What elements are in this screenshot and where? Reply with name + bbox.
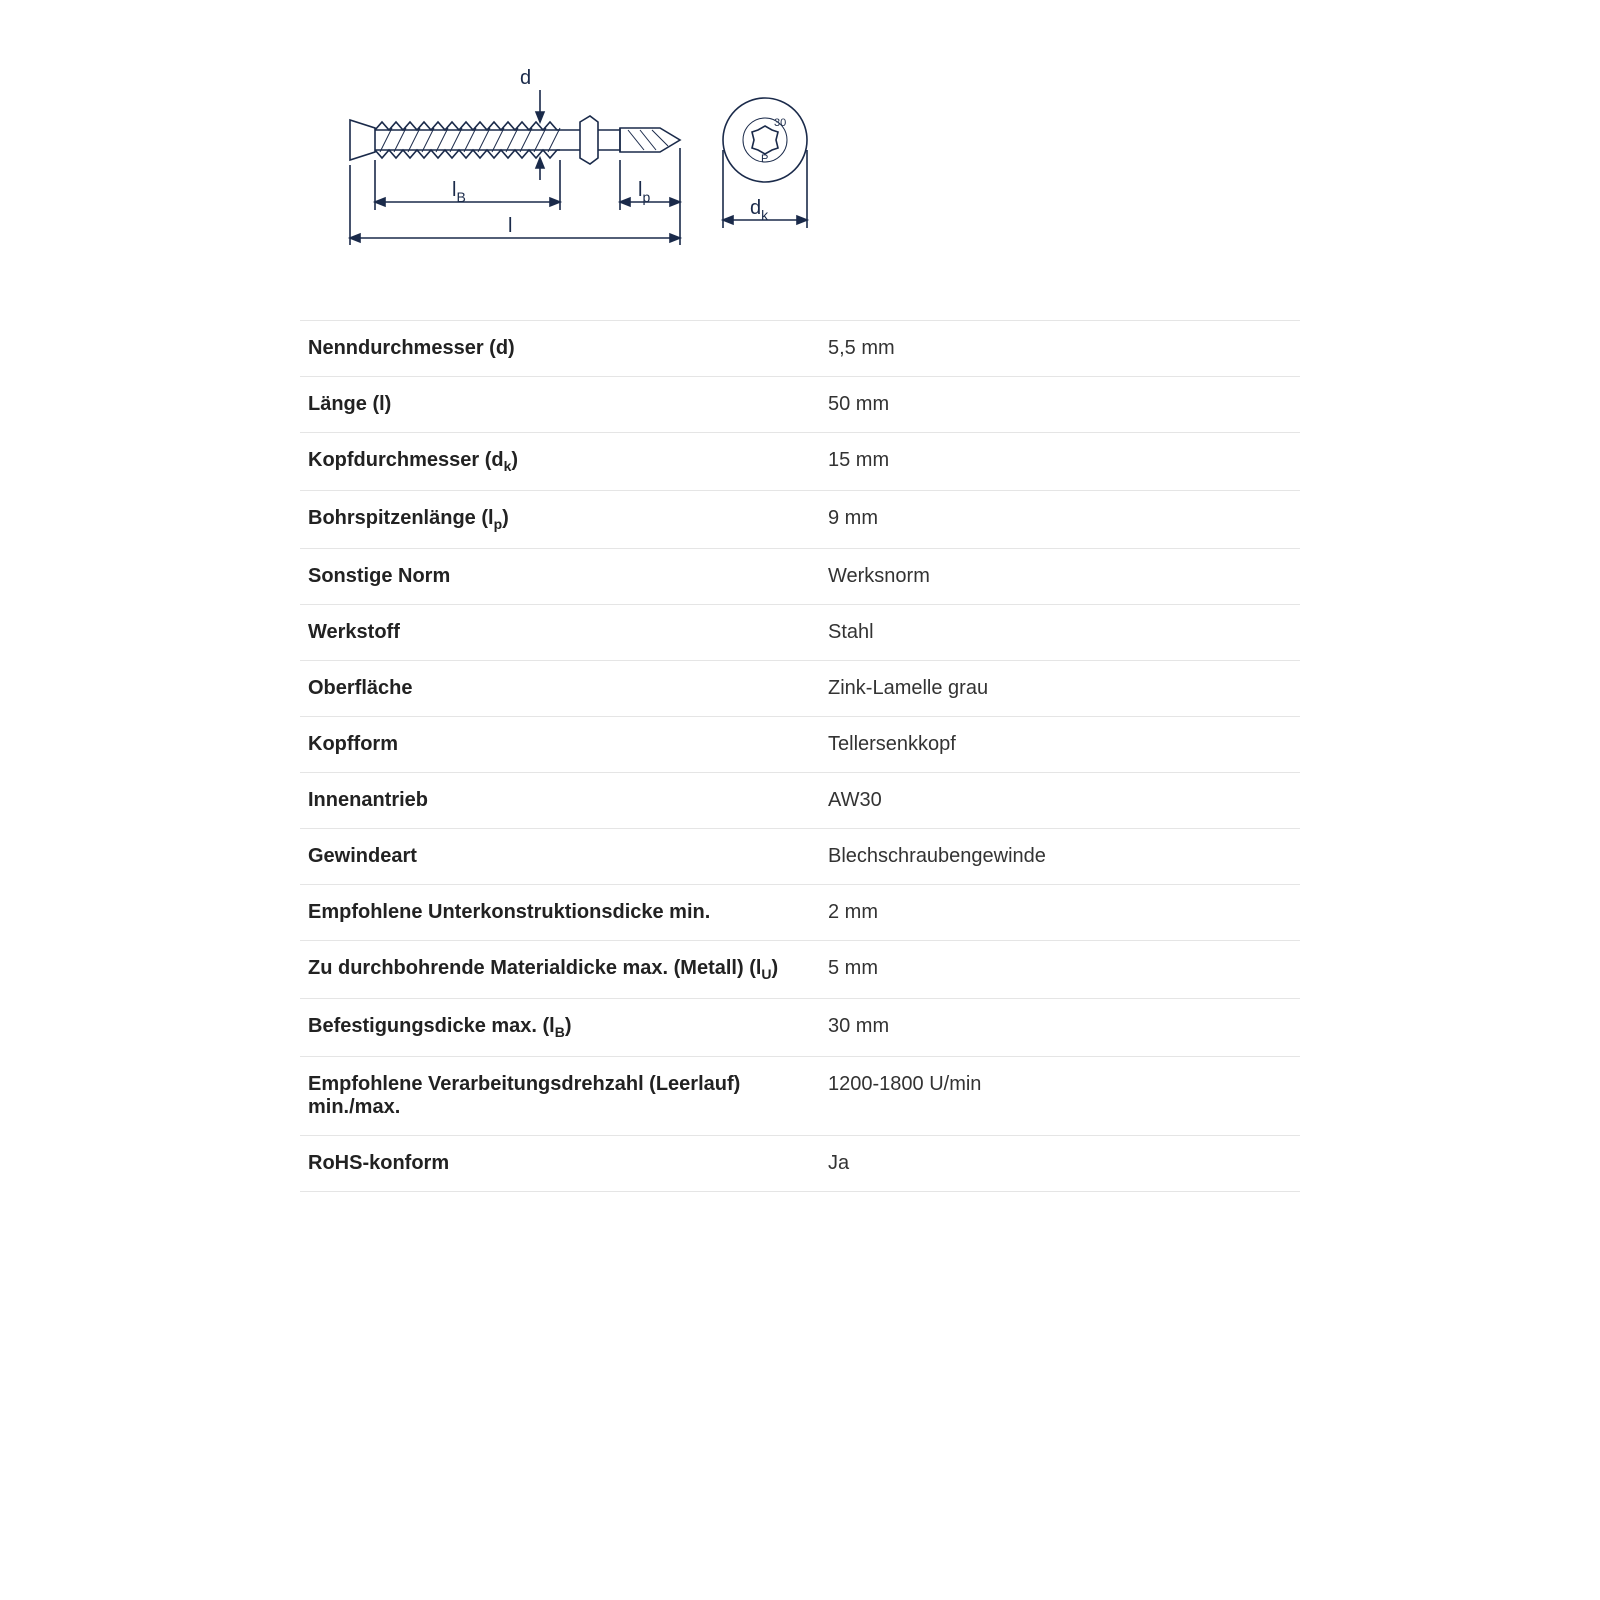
spec-label: Sonstige Norm bbox=[300, 549, 820, 605]
spec-row: KopfformTellersenkkopf bbox=[300, 717, 1300, 773]
spec-label: Oberfläche bbox=[300, 661, 820, 717]
product-spec-page: d lB lp bbox=[260, 0, 1340, 1252]
spec-row: Nenndurchmesser (d)5,5 mm bbox=[300, 321, 1300, 377]
spec-label: Empfohlene Verarbeitungsdrehzahl (Leerla… bbox=[300, 1057, 820, 1136]
spec-value: Blechschraubengewinde bbox=[820, 829, 1300, 885]
spec-label: Empfohlene Unterkonstruktionsdicke min. bbox=[300, 885, 820, 941]
spec-value: 50 mm bbox=[820, 377, 1300, 433]
spec-row: Empfohlene Unterkonstruktionsdicke min.2… bbox=[300, 885, 1300, 941]
spec-row: Kopfdurchmesser (dk)15 mm bbox=[300, 433, 1300, 491]
spec-value: 5,5 mm bbox=[820, 321, 1300, 377]
dim-label-lp: lp bbox=[638, 179, 650, 205]
spec-label: Gewindeart bbox=[300, 829, 820, 885]
spec-value: 5 mm bbox=[820, 941, 1300, 999]
spec-label: Innenantrieb bbox=[300, 773, 820, 829]
spec-row: Länge (l)50 mm bbox=[300, 377, 1300, 433]
spec-value: Stahl bbox=[820, 605, 1300, 661]
spec-value: Tellersenkkopf bbox=[820, 717, 1300, 773]
spec-value: 1200-1800 U/min bbox=[820, 1057, 1300, 1136]
spec-row: OberflächeZink-Lamelle grau bbox=[300, 661, 1300, 717]
spec-label: Zu durchbohrende Materialdicke max. (Met… bbox=[300, 941, 820, 999]
spec-row: Zu durchbohrende Materialdicke max. (Met… bbox=[300, 941, 1300, 999]
spec-label: RoHS-konform bbox=[300, 1136, 820, 1192]
spec-row: RoHS-konformJa bbox=[300, 1136, 1300, 1192]
dim-label-l: l bbox=[508, 215, 512, 237]
spec-value: Werksnorm bbox=[820, 549, 1300, 605]
screw-diagram: d lB lp bbox=[320, 60, 840, 280]
spec-row: Empfohlene Verarbeitungsdrehzahl (Leerla… bbox=[300, 1057, 1300, 1136]
spec-row: Befestigungsdicke max. (lB)30 mm bbox=[300, 999, 1300, 1057]
spec-row: Bohrspitzenlänge (lp)9 mm bbox=[300, 491, 1300, 549]
spec-value: 9 mm bbox=[820, 491, 1300, 549]
spec-label: Kopfform bbox=[300, 717, 820, 773]
spec-value: AW30 bbox=[820, 773, 1300, 829]
spec-value: Ja bbox=[820, 1136, 1300, 1192]
dim-label-dk: dk bbox=[750, 197, 769, 223]
head-label-30: 30 bbox=[774, 117, 786, 129]
spec-label: Befestigungsdicke max. (lB) bbox=[300, 999, 820, 1057]
spec-label: Werkstoff bbox=[300, 605, 820, 661]
spec-row: WerkstoffStahl bbox=[300, 605, 1300, 661]
spec-value: Zink-Lamelle grau bbox=[820, 661, 1300, 717]
dim-label-lB: lB bbox=[452, 179, 466, 205]
screw-diagram-svg: d lB lp bbox=[320, 60, 840, 280]
spec-table: Nenndurchmesser (d)5,5 mmLänge (l)50 mmK… bbox=[300, 320, 1300, 1192]
dim-label-d: d bbox=[520, 67, 531, 89]
spec-label: Bohrspitzenlänge (lp) bbox=[300, 491, 820, 549]
spec-value: 2 mm bbox=[820, 885, 1300, 941]
spec-row: Sonstige NormWerksnorm bbox=[300, 549, 1300, 605]
head-label-p: P bbox=[761, 153, 768, 165]
spec-row: GewindeartBlechschraubengewinde bbox=[300, 829, 1300, 885]
spec-label: Länge (l) bbox=[300, 377, 820, 433]
spec-value: 15 mm bbox=[820, 433, 1300, 491]
spec-value: 30 mm bbox=[820, 999, 1300, 1057]
spec-label: Nenndurchmesser (d) bbox=[300, 321, 820, 377]
spec-table-body: Nenndurchmesser (d)5,5 mmLänge (l)50 mmK… bbox=[300, 321, 1300, 1192]
spec-row: InnenantriebAW30 bbox=[300, 773, 1300, 829]
spec-label: Kopfdurchmesser (dk) bbox=[300, 433, 820, 491]
